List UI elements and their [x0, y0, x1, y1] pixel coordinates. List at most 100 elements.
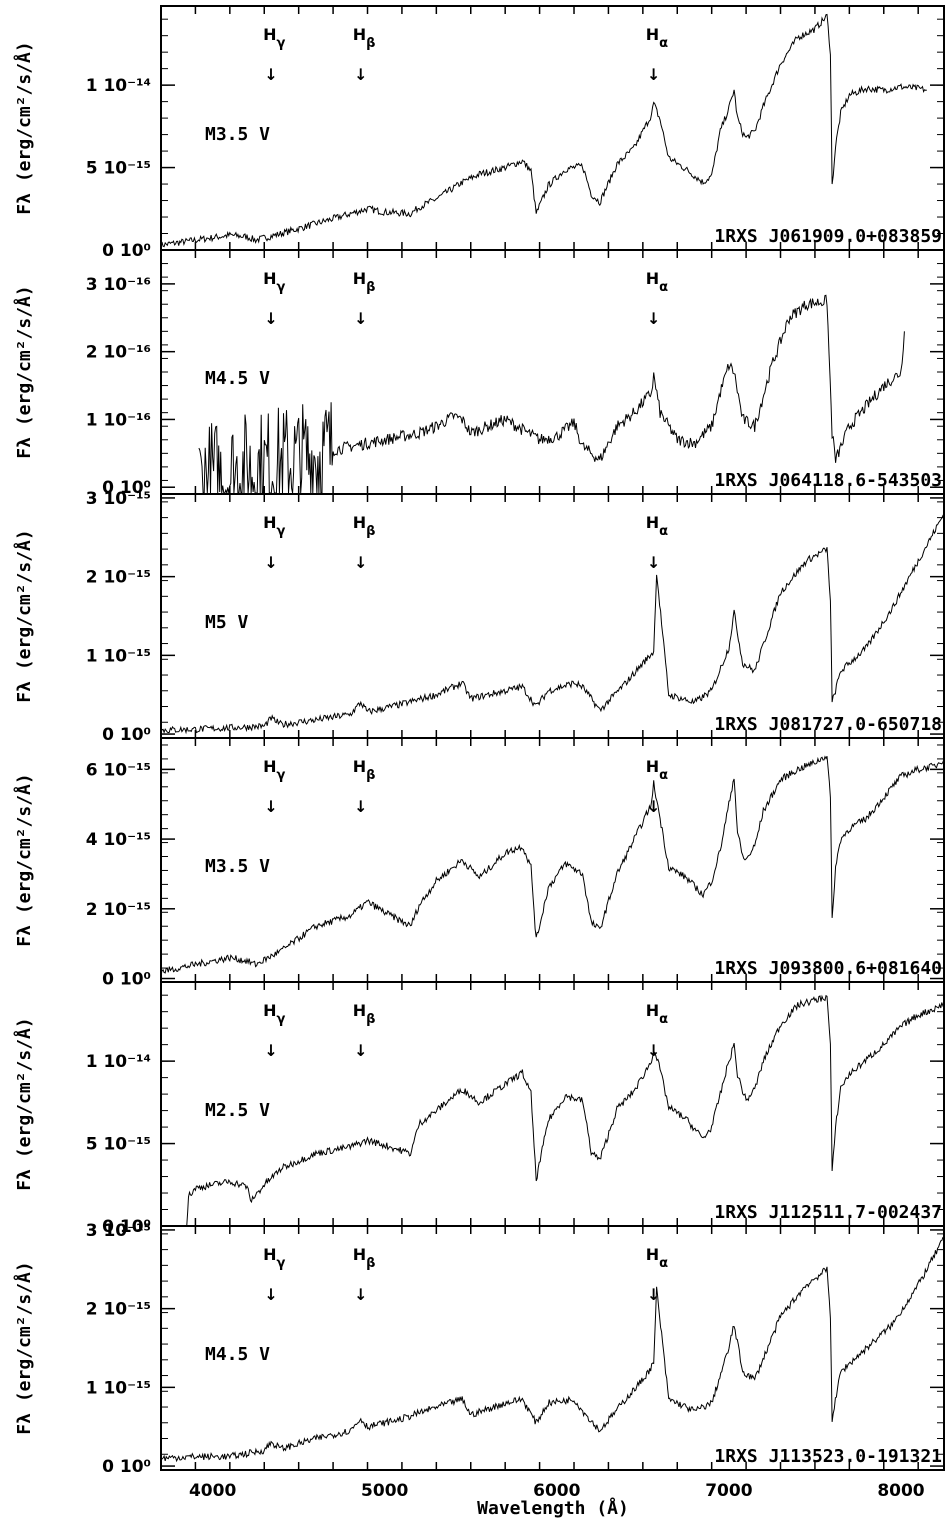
spectral-type-label: M2.5 V	[205, 1100, 270, 1121]
spectrum-panel: 0 10⁰ 5 10⁻¹⁵ 1 10⁻¹⁴ Fλ (erg/cm²/s/Å) Hγ ↓ Hβ…	[12, 5, 945, 261]
x-tick-label: 4000	[189, 1481, 236, 1501]
spectrum-panel: 0 10⁰ 2 10⁻¹⁵ 4 10⁻¹⁵ 6 10⁻¹⁵ Fλ (erg/cm²/s/…	[12, 737, 945, 990]
line-marker-arrow: ↓	[354, 797, 367, 816]
line-marker-label: Hα	[646, 757, 668, 783]
y-tick-label: 5 10⁻¹⁵	[86, 1135, 151, 1155]
line-marker-subscript: γ	[277, 1256, 286, 1271]
y-tick-label: 0 10⁰	[102, 241, 151, 261]
y-axis-label: Fλ (erg/cm²/s/Å)	[12, 1261, 35, 1434]
y-tick-label: 3 10⁻¹⁶	[86, 275, 151, 295]
line-marker-label: Hβ	[353, 757, 376, 783]
line-marker-label: Hβ	[353, 1001, 376, 1027]
y-tick-label: 2 10⁻¹⁵	[86, 900, 151, 920]
line-marker-arrow: ↓	[354, 1041, 367, 1060]
line-marker-label: Hβ	[353, 1245, 376, 1271]
line-marker-arrow: ↓	[264, 797, 277, 816]
line-marker-subscript: α	[659, 1256, 668, 1271]
y-tick-label: 5 10⁻¹⁵	[86, 159, 151, 179]
line-marker-subscript: β	[366, 1256, 375, 1271]
y-tick-label: 2 10⁻¹⁵	[86, 1300, 151, 1320]
panel-frame	[160, 1225, 945, 1471]
line-marker-arrow: ↓	[647, 1041, 660, 1060]
line-marker-label: Hα	[646, 25, 668, 51]
line-marker-arrow: ↓	[647, 65, 660, 84]
spectral-type-label: M5 V	[205, 612, 249, 633]
spectrum-panel: 0 10⁰ 5 10⁻¹⁵ 1 10⁻¹⁴ Fλ (erg/cm²/s/Å) Hγ ↓ Hβ…	[12, 981, 945, 1237]
line-marker-subscript: β	[366, 768, 375, 783]
y-tick-label: 0 10⁰	[102, 1217, 151, 1237]
line-marker-subscript: β	[366, 524, 375, 539]
line-marker-arrow: ↓	[647, 309, 660, 328]
spectrum-line	[186, 994, 945, 1226]
y-tick-label: 1 10⁻¹⁵	[86, 646, 151, 666]
y-tick-label: 4 10⁻¹⁵	[86, 830, 151, 850]
y-axis-label: Fλ (erg/cm²/s/Å)	[12, 285, 35, 458]
line-marker-subscript: γ	[277, 36, 286, 51]
line-marker-subscript: α	[659, 280, 668, 295]
y-tick-label: 1 10⁻¹⁵	[86, 1378, 151, 1398]
line-marker-arrow: ↓	[647, 797, 660, 816]
y-axis-label: Fλ (erg/cm²/s/Å)	[12, 1017, 35, 1190]
line-marker-label: Hα	[646, 269, 668, 295]
line-marker-arrow: ↓	[647, 1285, 660, 1304]
y-tick-label: 1 10⁻¹⁴	[86, 76, 151, 96]
y-axis-label: Fλ (erg/cm²/s/Å)	[12, 41, 35, 214]
object-name-label: 1RXS J112511.7-002437	[714, 1202, 942, 1223]
y-tick-label: 0 10⁰	[102, 1457, 151, 1477]
spectrum-panel: 0 10⁰ 1 10⁻¹⁶ 2 10⁻¹⁶ 3 10⁻¹⁶ Fλ (erg/cm²/s/…	[12, 249, 945, 498]
spectrum-line	[160, 13, 927, 249]
spectrum-panel: 0 10⁰ 1 10⁻¹⁵ 2 10⁻¹⁵ 3 10⁻¹⁵ Fλ (erg/cm²/s/…	[12, 1221, 945, 1477]
y-axis-label: Fλ (erg/cm²/s/Å)	[12, 773, 35, 946]
y-tick-label: 1 10⁻¹⁴	[86, 1052, 151, 1072]
line-marker-label: Hγ	[263, 269, 285, 295]
x-tick-label: 6000	[533, 1481, 580, 1501]
line-marker-subscript: γ	[277, 524, 286, 539]
line-marker-arrow: ↓	[354, 65, 367, 84]
line-marker-subscript: β	[366, 36, 375, 51]
line-marker-subscript: γ	[277, 280, 286, 295]
x-tick-label: 5000	[361, 1481, 408, 1501]
object-name-label: 1RXS J113523.0-191321	[714, 1446, 942, 1467]
shared-x-axis: Wavelength (Å)	[477, 1496, 629, 1519]
y-tick-label: 2 10⁻¹⁶	[86, 343, 151, 363]
line-marker-subscript: α	[659, 524, 668, 539]
object-name-label: 1RXS J061909.0+083859	[714, 226, 942, 247]
y-tick-label: 0 10⁰	[102, 725, 151, 745]
spectral-type-label: M3.5 V	[205, 124, 270, 145]
line-marker-subscript: β	[366, 1012, 375, 1027]
line-marker-label: Hγ	[263, 25, 285, 51]
line-marker-arrow: ↓	[264, 65, 277, 84]
spectrum-line	[160, 513, 945, 735]
spectrum-line	[160, 755, 945, 975]
line-marker-subscript: γ	[277, 768, 286, 783]
line-marker-subscript: α	[659, 768, 668, 783]
line-marker-subscript: γ	[277, 1012, 286, 1027]
line-marker-arrow: ↓	[264, 309, 277, 328]
line-marker-label: Hα	[646, 513, 668, 539]
spectrum-panels: 0 10⁰ 5 10⁻¹⁵ 1 10⁻¹⁴ Fλ (erg/cm²/s/Å) Hγ ↓ Hβ…	[12, 5, 945, 1501]
y-tick-label: 0 10⁰	[102, 478, 151, 498]
line-marker-arrow: ↓	[354, 553, 367, 572]
y-tick-label: 1 10⁻¹⁶	[86, 410, 151, 430]
line-marker-subscript: β	[366, 280, 375, 295]
y-tick-label: 3 10⁻¹⁵	[86, 489, 151, 509]
line-marker-label: Hγ	[263, 513, 285, 539]
line-marker-label: Hβ	[353, 513, 376, 539]
spectral-type-label: M4.5 V	[205, 368, 270, 389]
line-marker-arrow: ↓	[264, 553, 277, 572]
line-marker-label: Hγ	[263, 757, 285, 783]
line-marker-label: Hβ	[353, 25, 376, 51]
line-marker-label: Hβ	[353, 269, 376, 295]
y-tick-label: 2 10⁻¹⁵	[86, 568, 151, 588]
y-axis-label: Fλ (erg/cm²/s/Å)	[12, 529, 35, 702]
line-marker-subscript: α	[659, 36, 668, 51]
line-marker-arrow: ↓	[354, 1285, 367, 1304]
spectrum-panel: 0 10⁰ 1 10⁻¹⁵ 2 10⁻¹⁵ 3 10⁻¹⁵ Fλ (erg/cm²/s/…	[12, 489, 945, 745]
object-name-label: 1RXS J064118.6-543503	[714, 470, 942, 491]
line-marker-subscript: α	[659, 1012, 668, 1027]
spectrum-line	[198, 294, 905, 495]
line-marker-arrow: ↓	[647, 553, 660, 572]
line-marker-arrow: ↓	[264, 1041, 277, 1060]
line-marker-label: Hγ	[263, 1245, 285, 1271]
